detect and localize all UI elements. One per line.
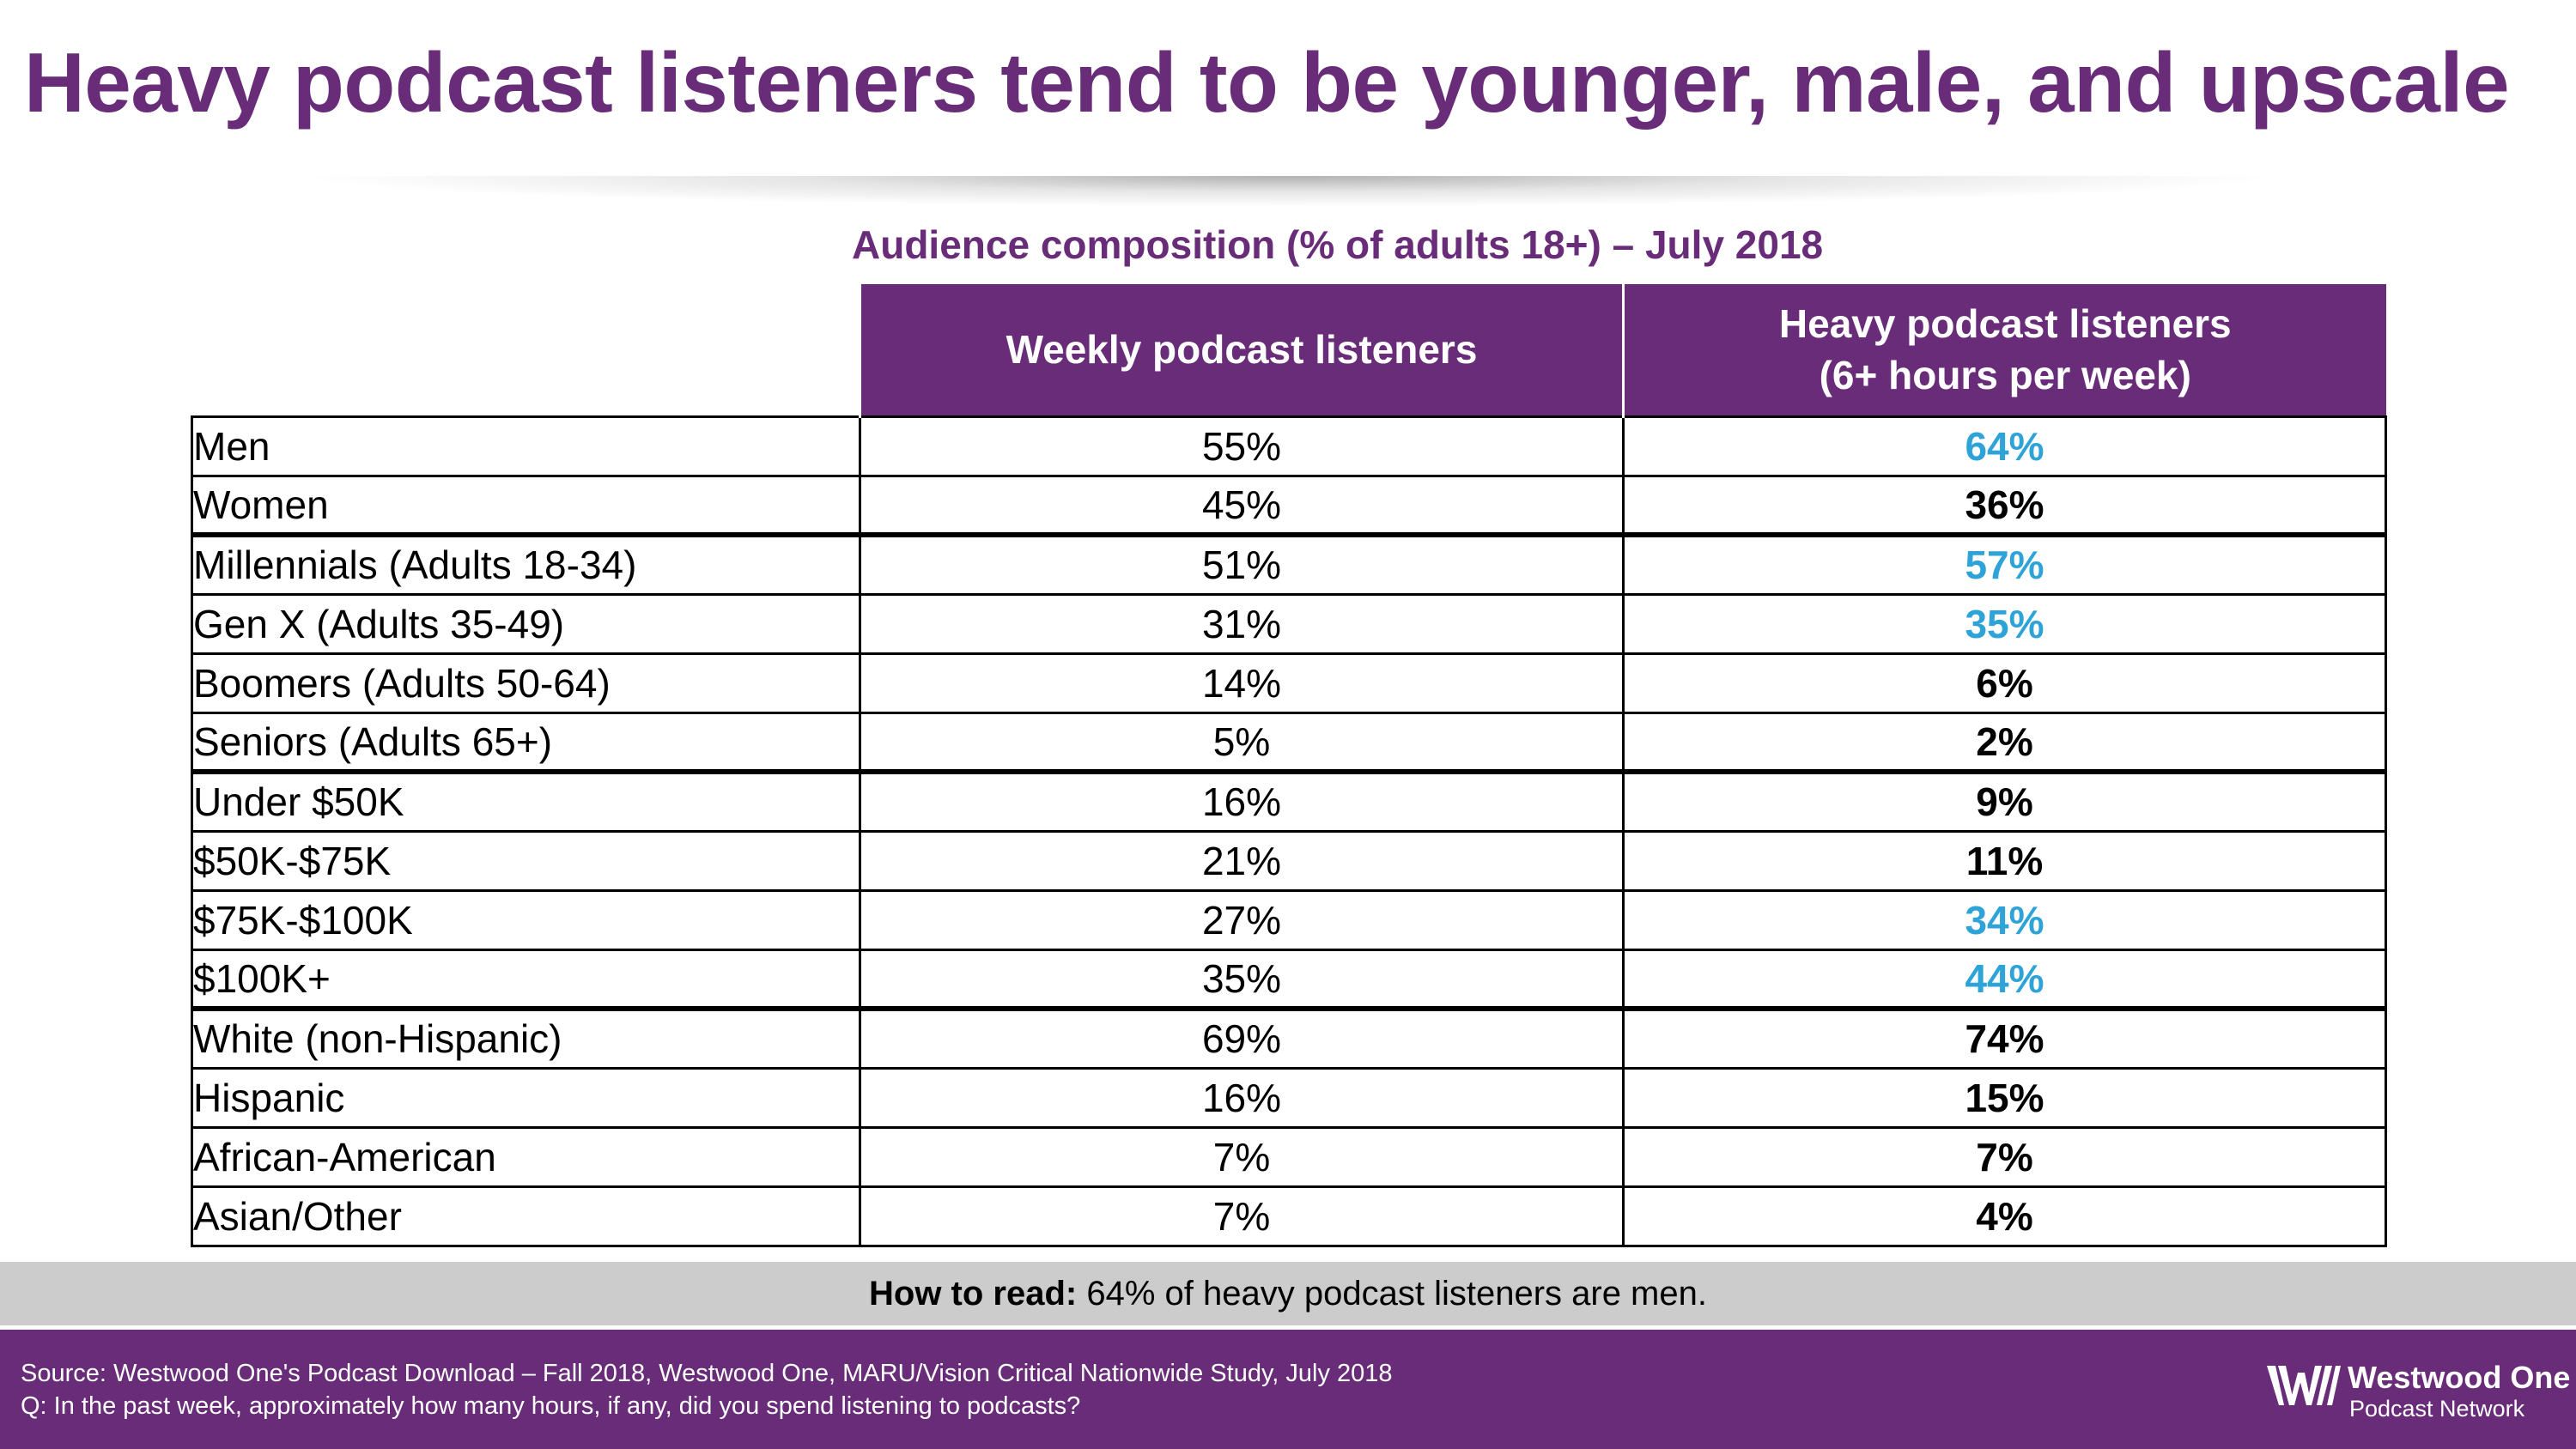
row-label: Seniors (Adults 65+) [191, 711, 861, 773]
row-label: White (non-Hispanic) [191, 1006, 861, 1070]
row-label: $100K+ [191, 948, 861, 1010]
heavy-value: 35% [1622, 592, 2387, 655]
table-row: Hispanic 16% 15% [191, 1066, 2387, 1129]
row-label: Hispanic [191, 1066, 861, 1129]
weekly-value: 55% [859, 415, 1625, 477]
heavy-value: 15% [1622, 1066, 2387, 1129]
weekly-value: 35% [859, 948, 1625, 1010]
table-row: $75K-$100K 27% 34% [191, 888, 2387, 951]
table-row: Millennials (Adults 18-34) 51% 57% [191, 532, 2387, 596]
heavy-value: 4% [1622, 1185, 2387, 1247]
weekly-value: 14% [859, 652, 1625, 714]
footer-source-block: Source: Westwood One's Podcast Download … [21, 1357, 1393, 1422]
weekly-value: 51% [859, 532, 1625, 596]
weekly-value: 27% [859, 888, 1625, 951]
row-label: $50K-$75K [191, 829, 861, 892]
row-label: Men [191, 415, 861, 477]
heavy-value: 9% [1622, 769, 2387, 833]
table-row: Seniors (Adults 65+) 5% 2% [191, 711, 2387, 773]
weekly-value: 16% [859, 769, 1625, 833]
heavy-value: 57% [1622, 532, 2387, 596]
title-shadow-divider [292, 176, 2284, 207]
heavy-value: 74% [1622, 1006, 2387, 1070]
weekly-value: 7% [859, 1185, 1625, 1247]
weekly-value: 5% [859, 711, 1625, 773]
table-row: Men 55% 64% [191, 415, 2387, 477]
question-note: Q: In the past week, approximately how m… [21, 1392, 1081, 1420]
westwood-one-logo: Westwood One Podcast Network [2267, 1361, 2570, 1429]
table-header-row: Weekly podcast listeners Heavy podcast l… [192, 284, 2386, 416]
row-label: African-American [191, 1125, 861, 1188]
footer-bar: Source: Westwood One's Podcast Download … [0, 1330, 2576, 1449]
row-label: Gen X (Adults 35-49) [191, 592, 861, 655]
heavy-value: 6% [1622, 652, 2387, 714]
row-label: Millennials (Adults 18-34) [191, 532, 861, 596]
column-header-weekly-label: Weekly podcast listeners [1005, 327, 1478, 373]
table-row: White (non-Hispanic) 69% 74% [191, 1006, 2387, 1070]
weekly-value: 45% [859, 474, 1625, 537]
column-header-heavy: Heavy podcast listeners (6+ hours per we… [1622, 284, 2386, 416]
weekly-value: 7% [859, 1125, 1625, 1188]
table-row: $100K+ 35% 44% [191, 948, 2387, 1010]
weekly-value: 16% [859, 1066, 1625, 1129]
logo-subtitle: Podcast Network [2349, 1396, 2525, 1422]
table-row: Under $50K 16% 9% [191, 769, 2387, 833]
audience-table: Weekly podcast listeners Heavy podcast l… [191, 284, 2387, 1247]
source-note: Source: Westwood One's Podcast Download … [21, 1360, 1393, 1387]
row-label: Asian/Other [191, 1185, 861, 1247]
heavy-value: 64% [1622, 415, 2387, 477]
table-row: Gen X (Adults 35-49) 31% 35% [191, 592, 2387, 655]
table-row: Asian/Other 7% 4% [191, 1185, 2387, 1247]
column-header-heavy-line2: (6+ hours per week) [1819, 353, 2191, 398]
heavy-value: 36% [1622, 474, 2387, 537]
heavy-value: 2% [1622, 711, 2387, 773]
row-label: Women [191, 474, 861, 537]
page-title: Heavy podcast listeners tend to be young… [24, 35, 2510, 130]
table-row: $50K-$75K 21% 11% [191, 829, 2387, 892]
header-blank-cell [192, 284, 860, 416]
how-to-read-label: How to read: [869, 1275, 1078, 1313]
heavy-value: 11% [1622, 829, 2387, 892]
table-body: Men 55% 64% Women 45% 36% Millennials (Adults … [191, 415, 2387, 1247]
table-row: Women 45% 36% [191, 474, 2387, 537]
westwood-one-w-icon [2267, 1366, 2341, 1405]
heavy-value: 7% [1622, 1125, 2387, 1188]
column-header-weekly: Weekly podcast listeners [859, 284, 1624, 416]
weekly-value: 69% [859, 1006, 1625, 1070]
row-label: Under $50K [191, 769, 861, 833]
heavy-value: 34% [1622, 888, 2387, 951]
weekly-value: 21% [859, 829, 1625, 892]
how-to-read-band: How to read: 64% of heavy podcast listen… [0, 1262, 2576, 1325]
table-title: Audience composition (% of adults 18+) –… [852, 222, 1824, 267]
column-header-heavy-line1: Heavy podcast listeners [1778, 301, 2232, 347]
weekly-value: 31% [859, 592, 1625, 655]
table-row: African-American 7% 7% [191, 1125, 2387, 1188]
table-row: Boomers (Adults 50-64) 14% 6% [191, 652, 2387, 714]
heavy-value: 44% [1622, 948, 2387, 1010]
row-label: $75K-$100K [191, 888, 861, 951]
logo-name: Westwood One [2348, 1360, 2571, 1395]
how-to-read-text: 64% of heavy podcast listeners are men. [1086, 1275, 1707, 1313]
row-label: Boomers (Adults 50-64) [191, 652, 861, 714]
